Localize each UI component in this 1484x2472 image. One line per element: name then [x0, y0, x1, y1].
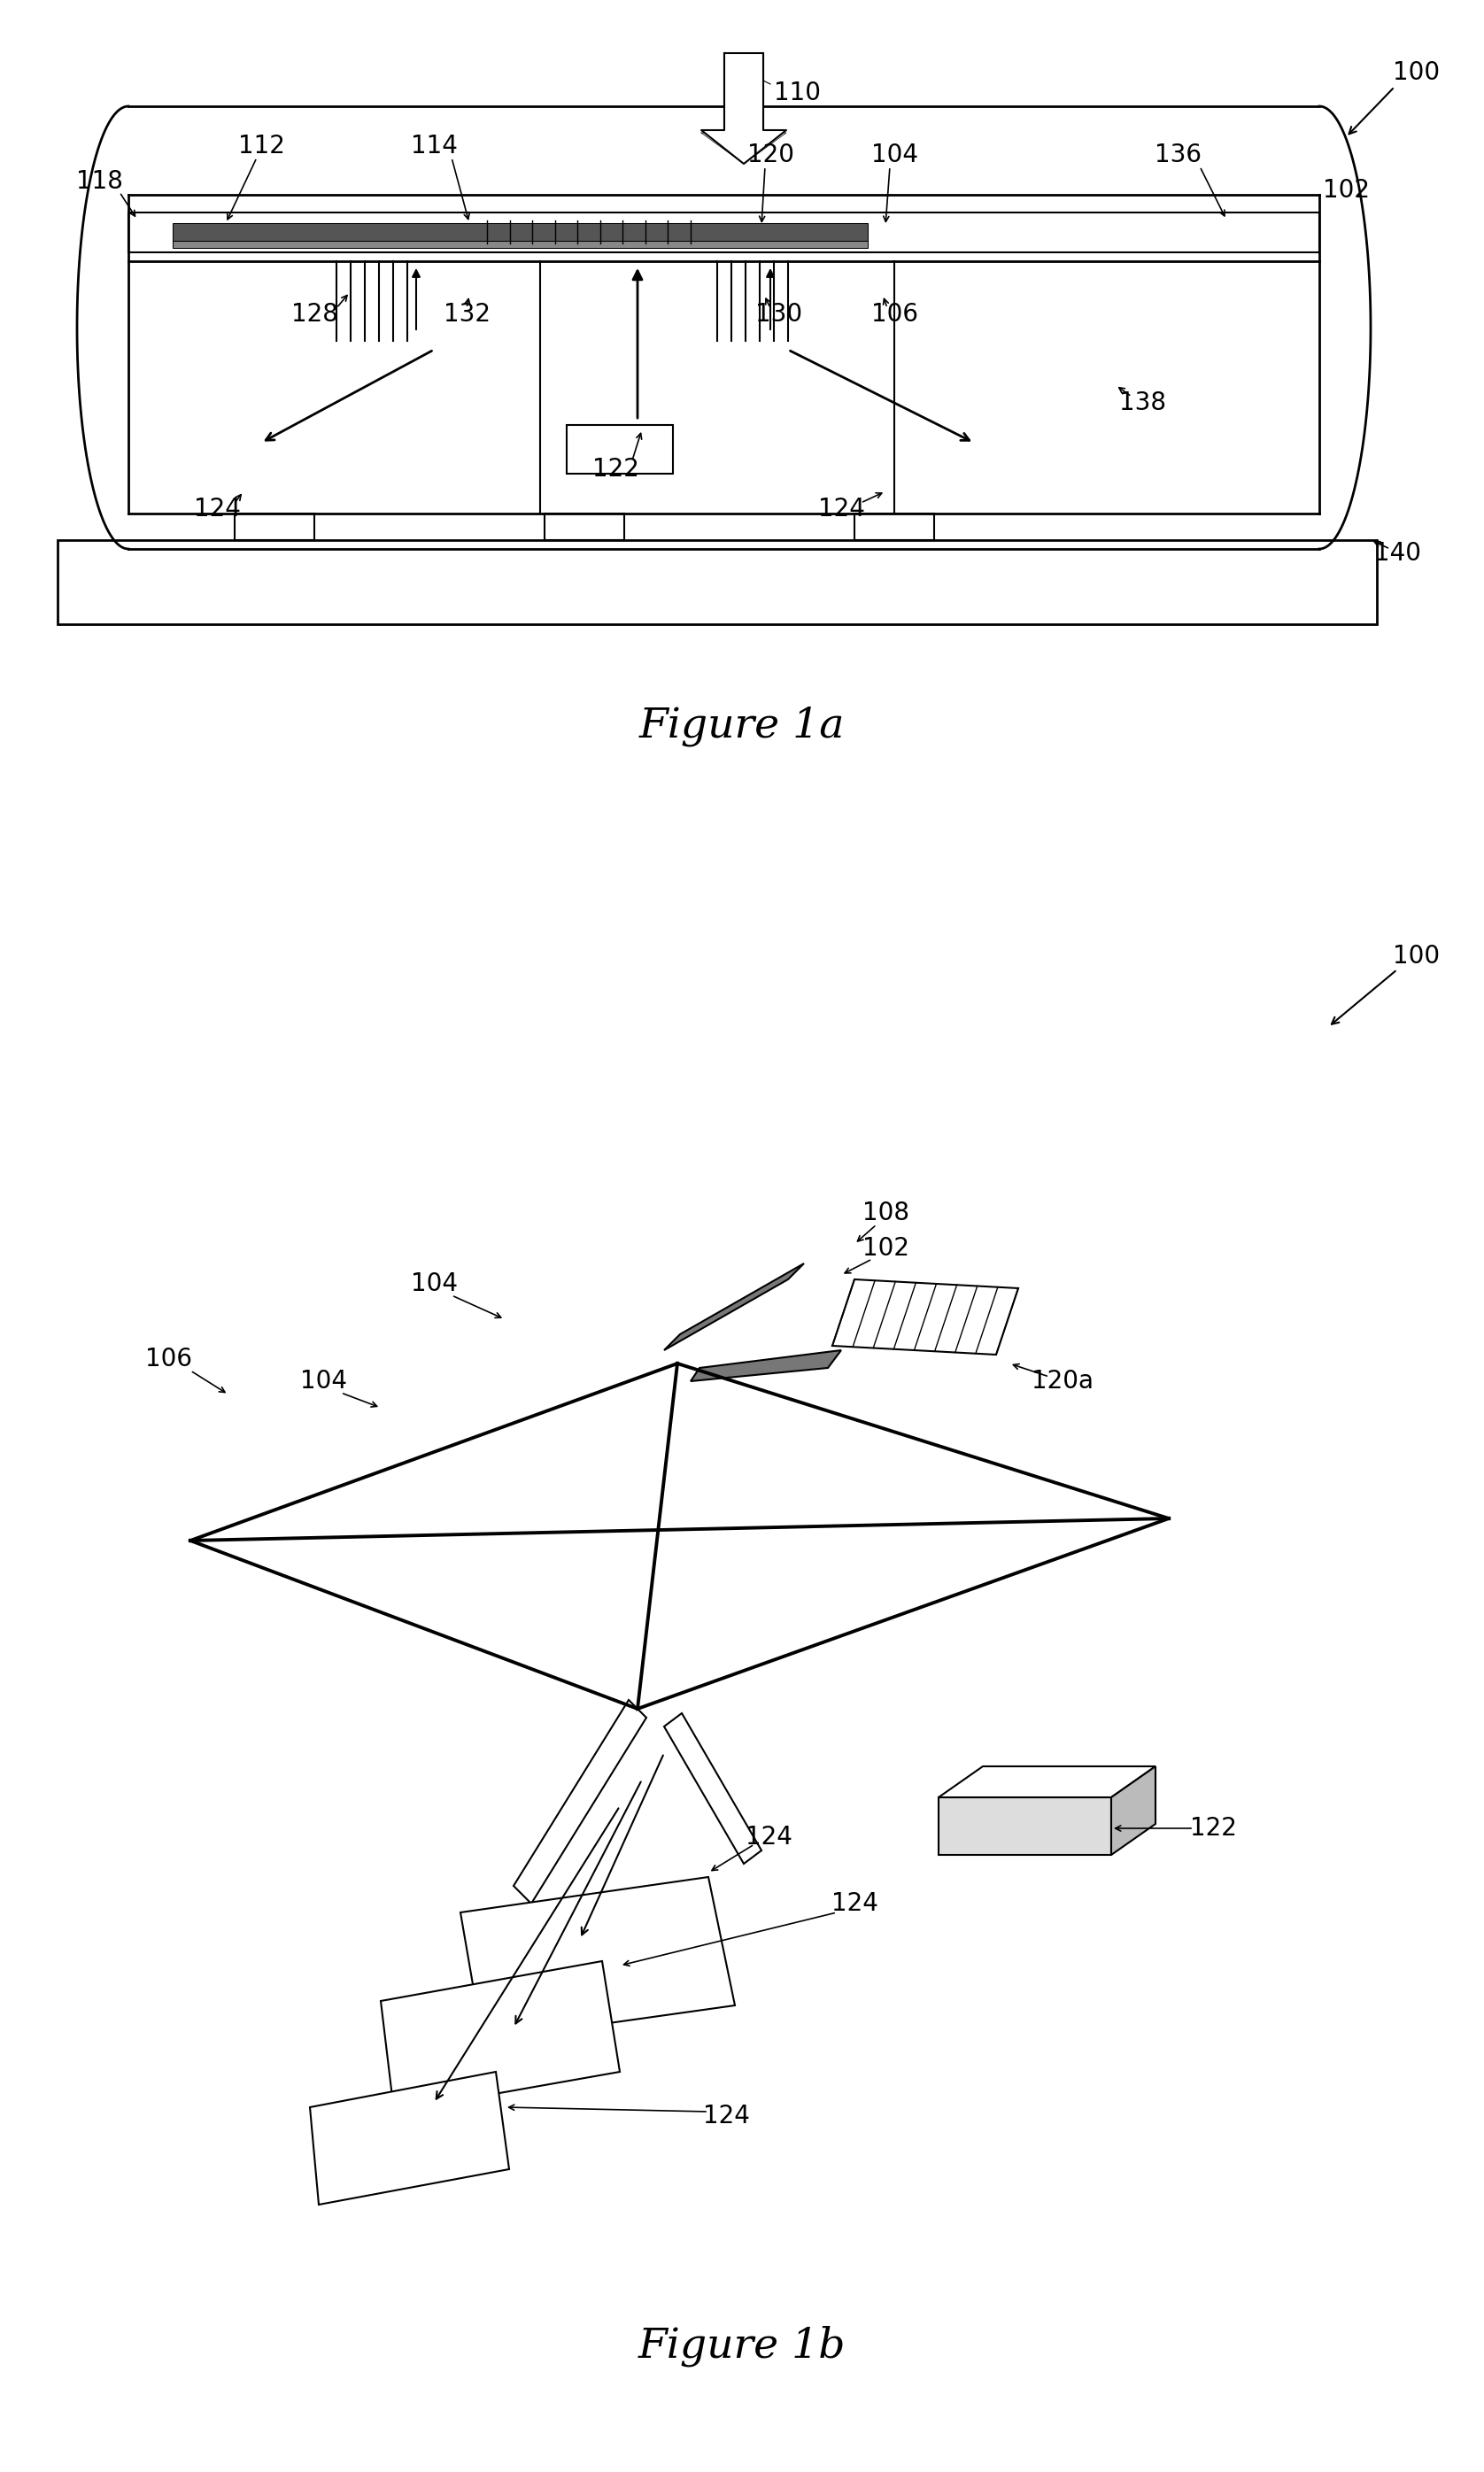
- Text: 122: 122: [592, 457, 638, 482]
- Text: 124: 124: [745, 1824, 792, 1849]
- Bar: [234, 514, 315, 539]
- Text: 100: 100: [1393, 944, 1441, 969]
- Polygon shape: [460, 1876, 735, 2042]
- Text: 106: 106: [871, 302, 917, 326]
- Polygon shape: [702, 52, 787, 163]
- Text: 120a: 120a: [1031, 1369, 1094, 1394]
- Text: 140: 140: [1374, 541, 1420, 566]
- Text: 104: 104: [411, 1271, 457, 1295]
- Text: 118: 118: [76, 168, 123, 193]
- Text: Figure 1a: Figure 1a: [640, 707, 844, 747]
- Polygon shape: [310, 2072, 509, 2205]
- Bar: [855, 514, 933, 539]
- Text: 120: 120: [746, 143, 794, 168]
- Polygon shape: [1112, 1767, 1156, 1854]
- Text: 102: 102: [1322, 178, 1370, 203]
- Bar: [129, 213, 1319, 252]
- Bar: [58, 539, 1377, 625]
- Text: 124: 124: [702, 2104, 749, 2128]
- Polygon shape: [663, 1713, 761, 1864]
- Polygon shape: [690, 1350, 841, 1382]
- Text: 128: 128: [291, 302, 338, 326]
- Text: 124: 124: [818, 497, 865, 522]
- Text: 114: 114: [411, 133, 457, 158]
- Text: 124: 124: [831, 1891, 879, 1916]
- Polygon shape: [833, 1280, 1018, 1355]
- Polygon shape: [938, 1767, 1156, 1797]
- Text: 110: 110: [773, 82, 821, 106]
- Polygon shape: [663, 1263, 804, 1350]
- Bar: [938, 1797, 1112, 1854]
- Text: 102: 102: [862, 1236, 908, 1261]
- Text: 124: 124: [193, 497, 240, 522]
- Text: 108: 108: [862, 1201, 908, 1226]
- Bar: [172, 240, 868, 247]
- Text: 112: 112: [237, 133, 285, 158]
- Bar: [172, 222, 868, 240]
- Text: 122: 122: [1190, 1817, 1236, 1842]
- Text: Figure 1b: Figure 1b: [638, 2326, 846, 2366]
- Polygon shape: [381, 1960, 620, 2111]
- Text: 130: 130: [755, 302, 803, 326]
- Text: 138: 138: [1119, 391, 1166, 415]
- Polygon shape: [513, 1701, 647, 1903]
- Text: 136: 136: [1155, 143, 1201, 168]
- Text: 100: 100: [1393, 59, 1441, 84]
- Bar: [567, 425, 672, 475]
- Bar: [545, 514, 625, 539]
- Text: 132: 132: [444, 302, 490, 326]
- Text: 104: 104: [871, 143, 917, 168]
- Text: 106: 106: [145, 1347, 191, 1372]
- Text: 104: 104: [300, 1369, 347, 1394]
